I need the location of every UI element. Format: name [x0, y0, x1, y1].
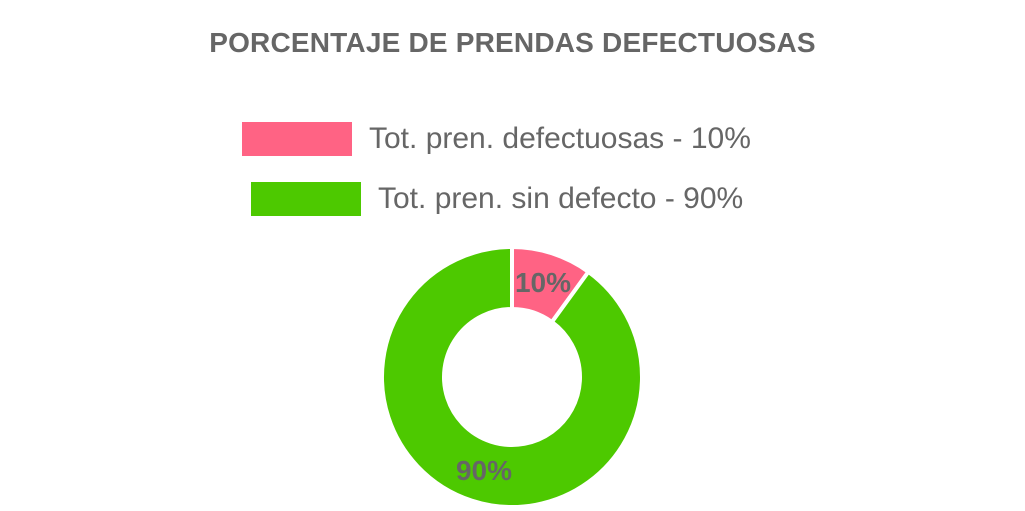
- legend-swatch-defectuosas: [242, 122, 352, 156]
- legend-item-sin-defecto[interactable]: Tot. pren. sin defecto - 90%: [251, 181, 743, 217]
- slice-label-sin-defecto: 90%: [456, 455, 512, 486]
- slice-label-defectuosas: 10%: [515, 267, 571, 298]
- slice-sin-defecto[interactable]: [380, 244, 644, 509]
- legend-label-sin-defecto: Tot. pren. sin defecto - 90%: [378, 182, 744, 215]
- legend-swatch-sin-defecto: [251, 182, 361, 216]
- legend-item-defectuosas[interactable]: Tot. pren. defectuosas - 10%: [242, 121, 751, 157]
- chart-title: PORCENTAJE DE PRENDAS DEFECTUOSAS: [209, 27, 816, 58]
- legend-label-defectuosas: Tot. pren. defectuosas - 10%: [369, 122, 751, 155]
